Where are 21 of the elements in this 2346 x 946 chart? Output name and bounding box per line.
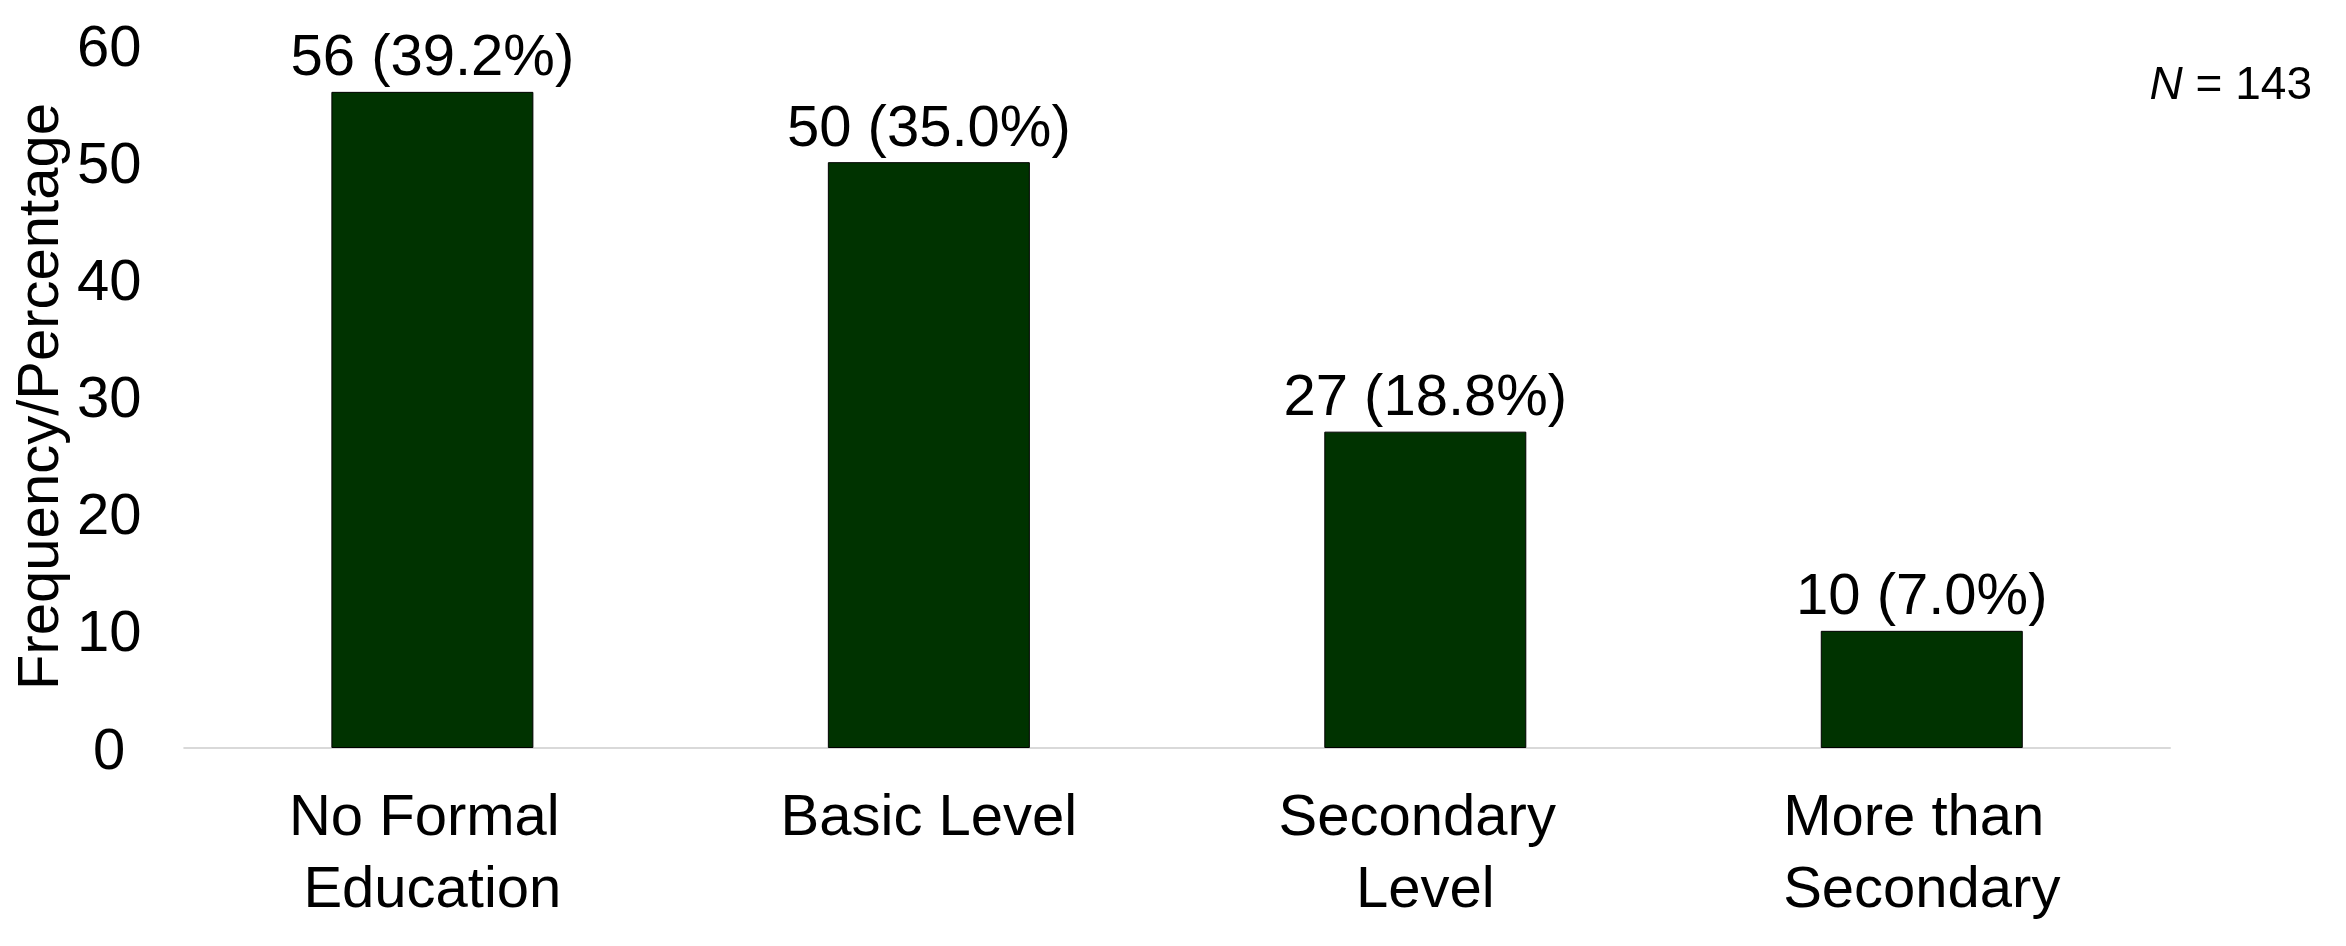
data-label: 56 (39.2%) <box>290 22 575 88</box>
y-tick-label: 40 <box>76 246 142 312</box>
y-tick-label: 10 <box>76 598 142 664</box>
y-tick-label: 60 <box>76 12 142 78</box>
y-tick-label: 50 <box>76 129 142 195</box>
data-label: 50 (35.0%) <box>786 92 1071 158</box>
data-label: 27 (18.8%) <box>1283 362 1568 428</box>
x-tick-label: Secondary Level <box>1278 781 1573 919</box>
bar <box>1820 630 2023 748</box>
y-tick-label: 30 <box>76 364 142 429</box>
bar <box>1324 431 1527 748</box>
y-tick-label: 20 <box>76 481 142 547</box>
x-tick-label: Basic Level <box>780 781 1078 847</box>
y-tick-label: 0 <box>93 715 126 781</box>
bar <box>331 91 534 748</box>
data-label: 10 (7.0%) <box>1796 561 2048 627</box>
x-tick-label: More than Secondary <box>1783 781 2061 919</box>
y-axis-title: Frequency/Percentage <box>4 103 70 690</box>
annotation: N = 143 <box>2149 57 2313 109</box>
x-tick-label: No Formal Education <box>288 781 576 919</box>
bar <box>827 162 1030 748</box>
